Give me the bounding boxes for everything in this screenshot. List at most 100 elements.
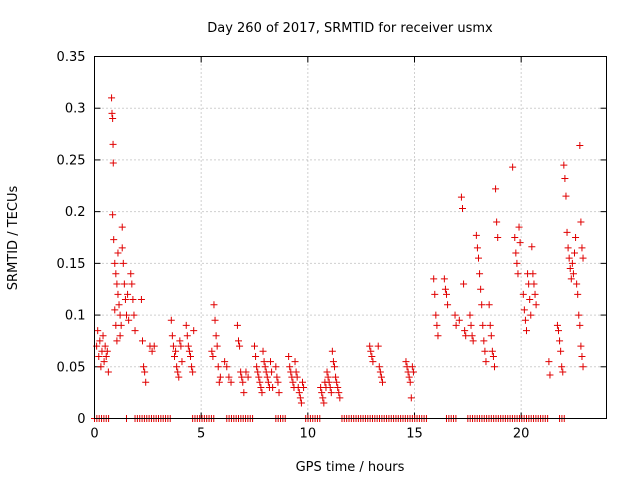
- data-point: [104, 368, 112, 376]
- data-point: [527, 311, 535, 319]
- data-point: [406, 378, 414, 386]
- data-point: [244, 373, 252, 381]
- data-point: [472, 231, 480, 239]
- data-point: [297, 399, 305, 407]
- data-point: [268, 368, 276, 376]
- data-point: [118, 223, 126, 231]
- data-point: [272, 363, 280, 371]
- data-point: [575, 311, 583, 319]
- data-point: [409, 368, 417, 376]
- data-point: [221, 358, 229, 366]
- data-point: [240, 389, 248, 397]
- data-point: [210, 301, 218, 309]
- data-point: [512, 249, 520, 257]
- x-tick-label: 15: [406, 427, 423, 442]
- data-point: [254, 368, 262, 376]
- data-point: [466, 311, 474, 319]
- data-point: [209, 352, 217, 360]
- data-point: [375, 363, 383, 371]
- data-point: [115, 301, 123, 309]
- data-point: [263, 373, 271, 381]
- data-point: [235, 337, 242, 345]
- data-point: [367, 347, 375, 355]
- data-point: [119, 259, 127, 267]
- data-point: [127, 270, 135, 278]
- x-axis-label: GPS time / hours: [296, 460, 405, 475]
- data-point: [140, 363, 148, 371]
- data-point: [335, 389, 343, 397]
- data-point: [101, 342, 109, 350]
- data-point: [103, 347, 111, 355]
- data-point: [479, 321, 487, 329]
- data-point: [102, 352, 110, 360]
- data-point: [577, 218, 585, 226]
- data-point: [148, 347, 156, 355]
- data-point: [486, 321, 494, 329]
- data-point: [532, 301, 540, 309]
- data-point: [137, 296, 145, 304]
- data-point: [336, 394, 344, 402]
- data-point: [96, 337, 104, 345]
- data-point: [461, 327, 469, 335]
- data-point: [482, 358, 490, 366]
- data-point: [467, 321, 475, 329]
- data-point: [257, 383, 265, 391]
- data-point: [491, 363, 498, 371]
- data-point: [568, 259, 576, 267]
- data-point: [519, 290, 527, 298]
- data-point: [529, 270, 537, 278]
- data-point: [444, 301, 452, 309]
- data-point: [457, 193, 465, 201]
- data-point: [212, 332, 220, 340]
- data-point: [124, 290, 132, 298]
- data-point: [374, 342, 382, 350]
- data-point: [121, 296, 129, 304]
- data-point: [492, 185, 500, 193]
- data-point: [267, 358, 274, 366]
- y-tick-label: 0.25: [57, 153, 86, 168]
- data-point: [561, 175, 569, 183]
- data-point: [214, 363, 222, 371]
- data-point: [120, 280, 128, 288]
- data-point: [171, 352, 178, 360]
- data-point: [569, 270, 577, 278]
- data-point: [116, 311, 124, 319]
- data-point: [432, 311, 440, 319]
- data-point: [319, 394, 327, 402]
- data-point: [441, 285, 449, 293]
- y-tick-label: 0: [77, 412, 85, 427]
- data-point: [236, 342, 244, 350]
- data-point: [274, 378, 282, 386]
- data-point: [553, 321, 561, 329]
- data-point: [173, 363, 181, 371]
- data-point: [555, 327, 562, 335]
- data-point: [251, 342, 258, 350]
- data-point: [142, 378, 150, 386]
- data-point: [434, 332, 442, 340]
- y-tick-label: 0.3: [65, 102, 86, 117]
- data-point: [332, 373, 340, 381]
- data-point: [178, 358, 186, 366]
- data-point: [451, 311, 459, 319]
- data-point: [379, 378, 386, 386]
- data-point: [286, 363, 294, 371]
- data-point: [326, 383, 334, 391]
- data-point: [109, 115, 117, 123]
- data-point: [131, 327, 139, 335]
- data-point: [174, 368, 182, 376]
- data-point: [175, 373, 183, 381]
- plot-frame: [94, 56, 607, 419]
- data-point: [320, 399, 328, 407]
- data-point: [566, 265, 574, 273]
- data-point: [130, 311, 138, 319]
- data-point: [546, 371, 554, 379]
- data-point: [440, 275, 448, 283]
- data-point: [489, 352, 497, 360]
- data-point: [114, 249, 122, 257]
- data-point: [208, 347, 216, 355]
- data-point: [168, 332, 176, 340]
- data-point: [567, 275, 575, 283]
- data-point: [216, 373, 224, 381]
- data-point: [129, 296, 137, 304]
